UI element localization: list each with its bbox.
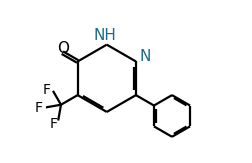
Text: O: O	[57, 41, 69, 56]
Text: NH: NH	[94, 28, 117, 43]
Text: F: F	[35, 101, 43, 115]
Text: N: N	[139, 49, 150, 64]
Text: F: F	[50, 117, 58, 131]
Text: F: F	[43, 83, 51, 97]
